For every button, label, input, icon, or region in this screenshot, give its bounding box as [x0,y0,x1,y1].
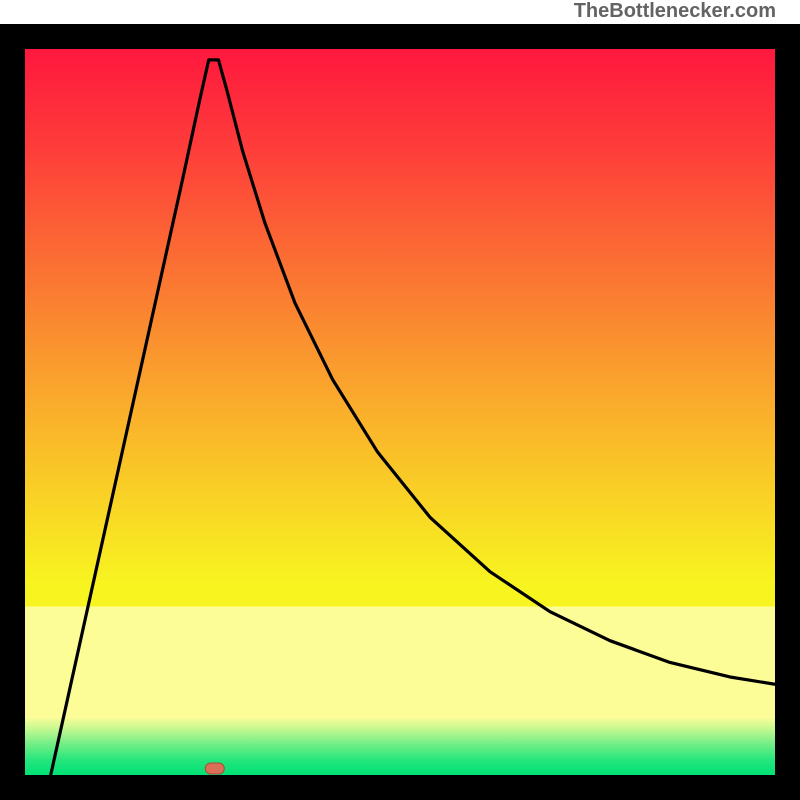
minimum-marker [205,763,224,774]
watermark-text: TheBottlenecker.com [574,0,776,23]
curve-layer [25,49,775,775]
plot-area [25,49,775,775]
outer-frame [0,24,800,800]
chart-container: TheBottlenecker.com [0,0,800,800]
bottleneck-curve [48,60,776,775]
